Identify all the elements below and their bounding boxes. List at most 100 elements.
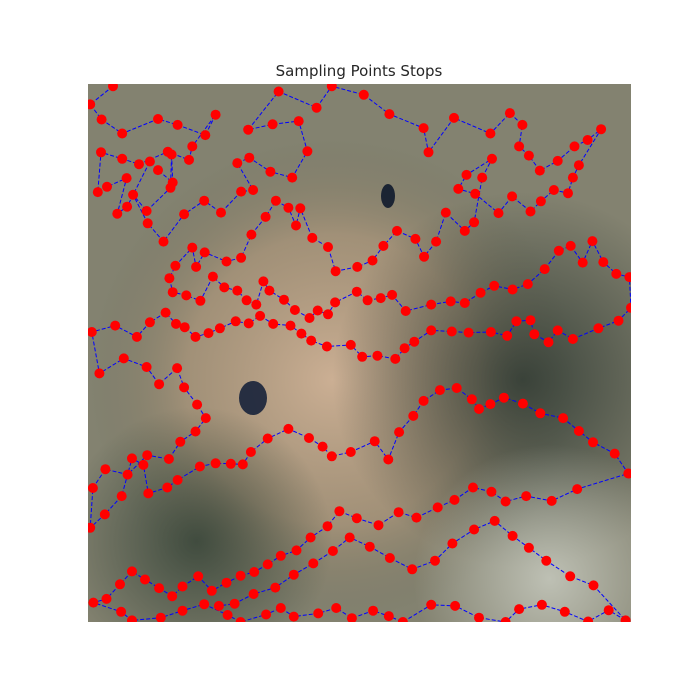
- sampling-point-275: [500, 617, 511, 622]
- sampling-point-102: [207, 271, 218, 282]
- sampling-point-35: [244, 152, 255, 163]
- sampling-point-115: [351, 286, 362, 297]
- sampling-point-111: [304, 313, 315, 323]
- sampling-point-290: [430, 555, 440, 566]
- sampling-point-239: [305, 532, 316, 543]
- sampling-point-78: [410, 233, 421, 244]
- sampling-point-273: [450, 600, 461, 611]
- sampling-point-167: [171, 318, 181, 329]
- sampling-point-49: [449, 112, 459, 123]
- sampling-point-220: [558, 413, 569, 424]
- sampling-point-13: [117, 153, 128, 164]
- sampling-point-98: [164, 273, 175, 284]
- sampling-point-71: [487, 153, 497, 164]
- sampling-point-226: [546, 495, 557, 506]
- sampling-point-202: [283, 423, 294, 434]
- sampling-point-270: [383, 611, 394, 622]
- sampling-point-293: [364, 541, 375, 552]
- sampling-point-224: [623, 468, 631, 479]
- sampling-point-6: [172, 119, 183, 130]
- sampling-point-75: [440, 207, 451, 218]
- sampling-point-50: [485, 128, 496, 139]
- sampling-point-282: [588, 580, 599, 591]
- sampling-point-12: [134, 159, 144, 170]
- sampling-point-230: [468, 482, 478, 493]
- sampling-point-190: [116, 491, 127, 502]
- sampling-point-79: [392, 225, 402, 236]
- sampling-point-232: [432, 502, 443, 513]
- sampling-point-26: [128, 189, 139, 200]
- sampling-point-37: [287, 172, 298, 183]
- sampling-point-9: [187, 141, 198, 152]
- sampling-point-25: [141, 206, 152, 216]
- sampling-point-142: [525, 315, 536, 326]
- sampling-point-83: [330, 266, 341, 277]
- sampling-point-147: [446, 326, 457, 337]
- sampling-point-289: [447, 538, 458, 549]
- sampling-point-101: [195, 295, 206, 306]
- sampling-point-259: [177, 605, 188, 616]
- sampling-point-53: [514, 141, 525, 152]
- sampling-point-176: [154, 379, 165, 390]
- sampling-point-140: [543, 337, 554, 348]
- sampling-point-120: [426, 299, 437, 310]
- sampling-point-261: [222, 610, 233, 620]
- sampling-point-74: [459, 225, 470, 236]
- sampling-point-61: [567, 172, 578, 183]
- sampling-point-256: [116, 606, 127, 617]
- sampling-point-162: [230, 316, 241, 327]
- sampling-point-264: [275, 603, 286, 613]
- sampling-point-80: [378, 240, 389, 251]
- sampling-point-174: [118, 353, 129, 364]
- sampling-point-298: [270, 582, 281, 593]
- sampling-point-76: [431, 236, 442, 247]
- sampling-point-231: [449, 494, 460, 505]
- sampling-point-68: [470, 188, 481, 199]
- sampling-point-296: [308, 558, 319, 569]
- sampling-point-64: [535, 196, 546, 207]
- sampling-point-90: [260, 211, 271, 222]
- sampling-point-16: [102, 181, 112, 192]
- sampling-point-244: [235, 570, 246, 581]
- sampling-point-197: [210, 458, 221, 469]
- sampling-point-268: [346, 613, 357, 622]
- sampling-point-123: [475, 287, 486, 298]
- sampling-point-130: [577, 257, 588, 268]
- sampling-point-19: [122, 201, 133, 212]
- sampling-point-299: [248, 589, 259, 599]
- sampling-point-163: [214, 323, 225, 334]
- sampling-point-207: [369, 436, 380, 447]
- sampling-point-236: [351, 513, 362, 524]
- sampling-point-277: [536, 599, 547, 610]
- sampling-point-242: [262, 559, 273, 570]
- sampling-point-135: [626, 302, 631, 313]
- sampling-point-138: [567, 334, 578, 344]
- sampling-point-66: [507, 191, 518, 202]
- sampling-point-164: [203, 328, 214, 339]
- sampling-point-62: [563, 188, 573, 199]
- sampling-point-128: [553, 245, 564, 256]
- sampling-point-93: [221, 256, 232, 267]
- sampling-point-288: [469, 524, 480, 535]
- sampling-points: [88, 84, 631, 622]
- sampling-point-59: [596, 124, 607, 135]
- sampling-point-160: [255, 310, 266, 321]
- sampling-point-87: [291, 220, 301, 231]
- sampling-point-118: [387, 289, 398, 300]
- sampling-point-63: [548, 185, 559, 195]
- sampling-point-56: [552, 155, 563, 166]
- sampling-point-267: [331, 603, 342, 613]
- sampling-point-225: [572, 484, 583, 495]
- sampling-point-51: [504, 108, 515, 119]
- sampling-point-217: [498, 392, 509, 403]
- sampling-point-27: [142, 218, 153, 229]
- sampling-point-219: [535, 408, 546, 419]
- sampling-point-266: [313, 608, 324, 619]
- sampling-point-100: [181, 290, 192, 301]
- sampling-point-47: [418, 123, 429, 134]
- sampling-point-258: [155, 612, 166, 622]
- sampling-point-141: [529, 329, 540, 340]
- sampling-point-168: [160, 307, 171, 318]
- sampling-point-195: [172, 475, 183, 485]
- sampling-point-158: [285, 320, 296, 331]
